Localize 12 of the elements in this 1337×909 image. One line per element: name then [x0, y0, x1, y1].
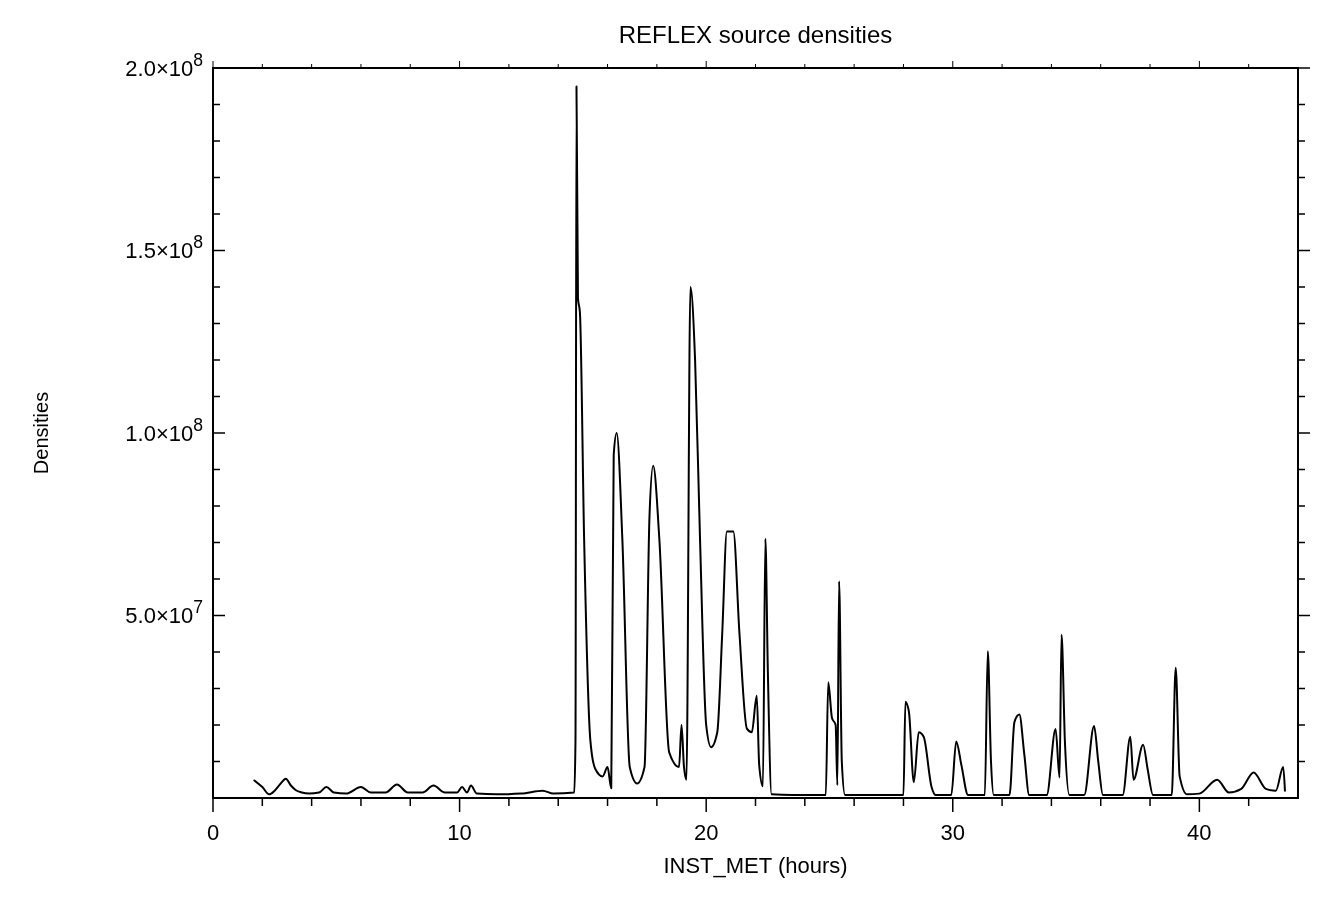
x-tick-label: 20	[693, 820, 719, 845]
chart-title: REFLEX source densities	[618, 21, 893, 48]
y-tick-label: 1.5×10$^{8}$	[125, 232, 204, 264]
x-tick-label: 0	[206, 820, 220, 845]
y-axis-title: Densities	[30, 391, 52, 475]
y-tick-label: 2.0×10$^{8}$	[125, 49, 204, 81]
y-tick-label: 1.0×10$^{8}$	[125, 414, 204, 446]
x-tick-label: 30	[940, 820, 966, 845]
x-axis-title: INST_MET (hours)	[663, 853, 848, 878]
x-tick-label: 40	[1187, 820, 1212, 845]
y-tick-label: 5.0×10$^{7}$	[125, 597, 203, 629]
x-tick-label: 10	[447, 820, 472, 845]
